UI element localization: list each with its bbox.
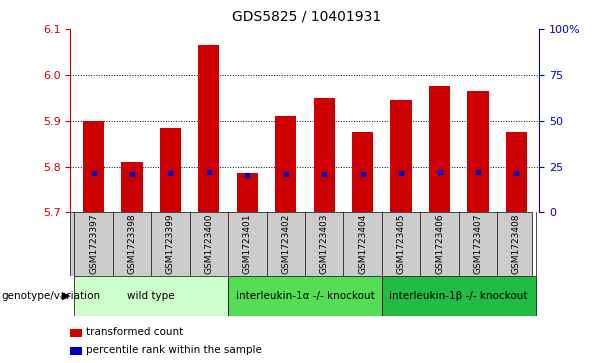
Bar xyxy=(228,276,382,316)
Bar xyxy=(382,276,536,316)
Text: GSM1723397: GSM1723397 xyxy=(89,214,98,274)
Text: GSM1723407: GSM1723407 xyxy=(473,214,482,274)
Bar xyxy=(121,162,143,212)
Text: GSM1723404: GSM1723404 xyxy=(358,214,367,274)
Bar xyxy=(506,132,527,212)
Bar xyxy=(275,116,296,212)
Text: GSM1723398: GSM1723398 xyxy=(128,214,137,274)
Text: genotype/variation: genotype/variation xyxy=(1,291,101,301)
Text: percentile rank within the sample: percentile rank within the sample xyxy=(86,345,262,355)
Text: GSM1723402: GSM1723402 xyxy=(281,214,290,274)
Bar xyxy=(237,174,258,212)
Text: ▶: ▶ xyxy=(62,291,70,301)
Text: GSM1723401: GSM1723401 xyxy=(243,214,252,274)
Bar xyxy=(429,86,450,212)
Bar xyxy=(352,132,373,212)
Text: GDS5825 / 10401931: GDS5825 / 10401931 xyxy=(232,9,381,23)
Bar xyxy=(83,121,104,212)
Text: transformed count: transformed count xyxy=(86,327,183,337)
Text: GSM1723399: GSM1723399 xyxy=(166,214,175,274)
Bar xyxy=(74,276,228,316)
Text: interleukin-1α -/- knockout: interleukin-1α -/- knockout xyxy=(235,291,375,301)
Bar xyxy=(314,98,335,212)
Bar xyxy=(160,127,181,212)
Bar xyxy=(467,91,489,212)
Text: GSM1723406: GSM1723406 xyxy=(435,214,444,274)
Text: interleukin-1β -/- knockout: interleukin-1β -/- knockout xyxy=(389,291,528,301)
Text: GSM1723400: GSM1723400 xyxy=(204,214,213,274)
Text: GSM1723408: GSM1723408 xyxy=(512,214,521,274)
Bar xyxy=(198,45,219,212)
Text: wild type: wild type xyxy=(128,291,175,301)
Text: GSM1723405: GSM1723405 xyxy=(397,214,406,274)
Bar xyxy=(390,100,412,212)
Text: GSM1723403: GSM1723403 xyxy=(320,214,329,274)
